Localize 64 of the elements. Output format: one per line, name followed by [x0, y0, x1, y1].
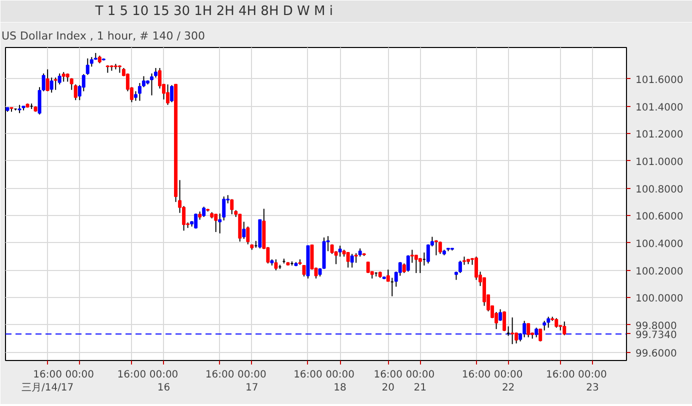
- candlestick: [510, 316, 514, 345]
- x-tick-label: 16:00 20: [374, 370, 403, 394]
- candlestick: [438, 241, 442, 254]
- candlestick: [538, 328, 542, 342]
- candlestick: [86, 58, 90, 76]
- y-tick-label: 100.0000: [636, 294, 684, 305]
- candlestick: [402, 262, 406, 274]
- candlestick: [166, 84, 170, 106]
- x-tick-label: 00:00 22: [494, 370, 523, 394]
- candlestick: [458, 260, 462, 274]
- candlestick: [410, 249, 414, 264]
- candlestick: [202, 206, 206, 218]
- x-tick-label: 16:00: [117, 370, 146, 380]
- candlestick: [554, 318, 558, 328]
- candlestick: [546, 316, 550, 328]
- y-tick-label: 101.4000: [636, 102, 684, 114]
- candlestick: [74, 84, 78, 101]
- chart-title: US Dollar Index , 1 hour, # 140 / 300: [2, 30, 205, 42]
- candlestick: [214, 214, 218, 233]
- candlestick: [414, 254, 418, 274]
- candlestick: [542, 320, 546, 331]
- x-tick-label: 00:00 23: [578, 370, 607, 394]
- candlestick: [154, 68, 158, 78]
- candlestick: [62, 72, 66, 82]
- x-tick-label: 16:00: [205, 370, 234, 380]
- y-tick-label: 101.0000: [636, 156, 684, 168]
- y-tick-label: 100.4000: [636, 238, 684, 250]
- text: T 1 5 10 15 30 1H 2H 4H 8H D W M i: [94, 4, 333, 19]
- candlestick: [238, 214, 242, 242]
- x-tick-label: 00:00 18: [326, 370, 354, 394]
- candlestick: [562, 321, 566, 336]
- y-tick-label: 101.6000: [636, 74, 684, 86]
- x-tick-label: 00:00 16: [149, 370, 178, 394]
- candlestick: [350, 253, 354, 268]
- candlestick: [58, 72, 62, 85]
- candlestick: [50, 77, 54, 94]
- candlestick: [246, 226, 250, 245]
- x-tick-label: 00:00: [65, 370, 94, 380]
- candlestick: [274, 258, 278, 271]
- ref-line-label: 99.7340: [636, 330, 677, 341]
- candlestick: [170, 84, 174, 103]
- y-tick-label: 100.8000: [636, 184, 684, 196]
- y-tick-label: 100.6000: [636, 212, 684, 223]
- candlestick: [54, 77, 58, 90]
- x-tick-label: 00:00 17: [237, 370, 266, 394]
- candlestick: [338, 245, 342, 258]
- candlestick: [474, 256, 478, 280]
- y-tick-label: 99.6000: [636, 348, 677, 360]
- candlestick: [46, 68, 50, 92]
- candlestick: [194, 213, 198, 230]
- y-tick-label: 100.2000: [636, 266, 684, 278]
- candlestick: [354, 252, 358, 264]
- candlestick: [302, 265, 306, 277]
- y-tick-label: 101.2000: [636, 130, 684, 141]
- x-tick-label: 16:00: [294, 370, 322, 380]
- candlestick: [346, 252, 350, 268]
- candlestick: [526, 323, 530, 338]
- x-tick-label: 16:00: [546, 370, 575, 380]
- candlestick: [230, 198, 234, 215]
- candlestick: [434, 240, 438, 256]
- candlestick: [242, 221, 246, 240]
- x-tick-label: 16:00: [462, 370, 491, 380]
- x-tick-label: 00:00 21: [406, 370, 435, 394]
- y-tick-label: 99.8000: [636, 320, 677, 332]
